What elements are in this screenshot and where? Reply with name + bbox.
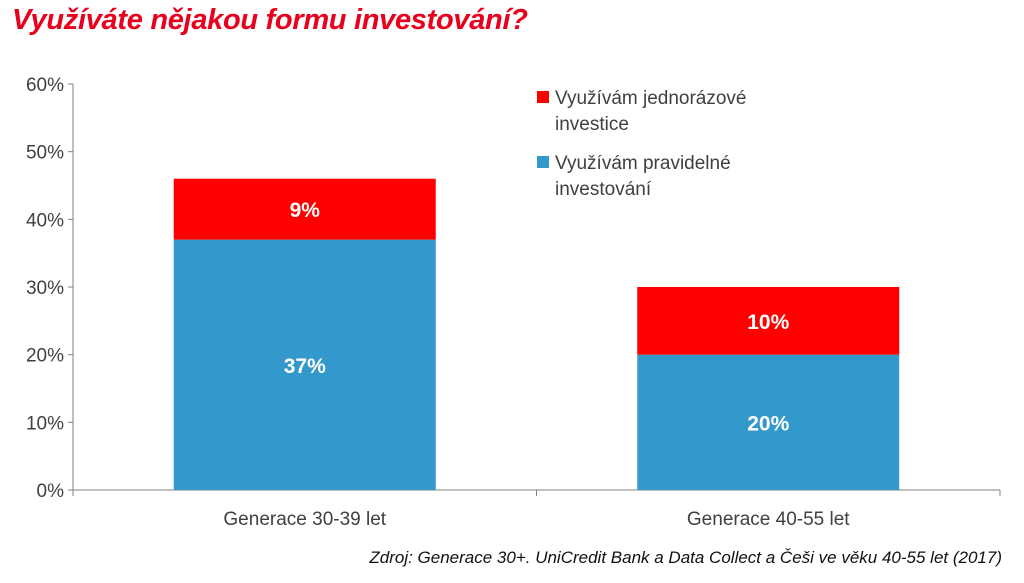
legend-swatch-regular [537,156,549,169]
y-tick-label: 20% [26,346,64,367]
y-tick-label: 60% [26,75,64,96]
legend-item-regular: Využívám pravidelné investování [537,151,797,202]
legend-label-one-time: Využívám jednorázové investice [555,88,747,135]
legend-item-one-time: Využívám jednorázové investice [537,86,797,137]
bar-segment [173,239,436,490]
legend-swatch-one-time [537,91,549,103]
y-tick-label: 40% [26,210,64,231]
x-category-label: Generace 30-39 let [223,509,386,530]
bar-data-label: 37% [284,355,326,378]
source-note: Zdroj: Generace 30+. UniCredit Bank a Da… [369,548,1002,567]
bar-data-label: 20% [747,412,789,435]
y-tick-label: 50% [26,143,64,164]
bar-segment [173,178,436,240]
y-tick-label: 10% [26,413,64,434]
bar-segment [637,354,900,490]
y-tick-label: 30% [26,278,64,299]
bar-data-label: 10% [747,311,789,334]
bar-segment [637,287,900,355]
y-tick-label: 0% [37,481,65,502]
chart-title: Využíváte nějakou formu investování? [12,4,528,36]
legend-label-regular: Využívám pravidelné investování [555,153,731,200]
legend: Využívám jednorázové investice Využívám … [537,86,797,217]
x-category-label: Generace 40-55 let [687,509,850,530]
bar-data-label: 9% [290,199,321,222]
